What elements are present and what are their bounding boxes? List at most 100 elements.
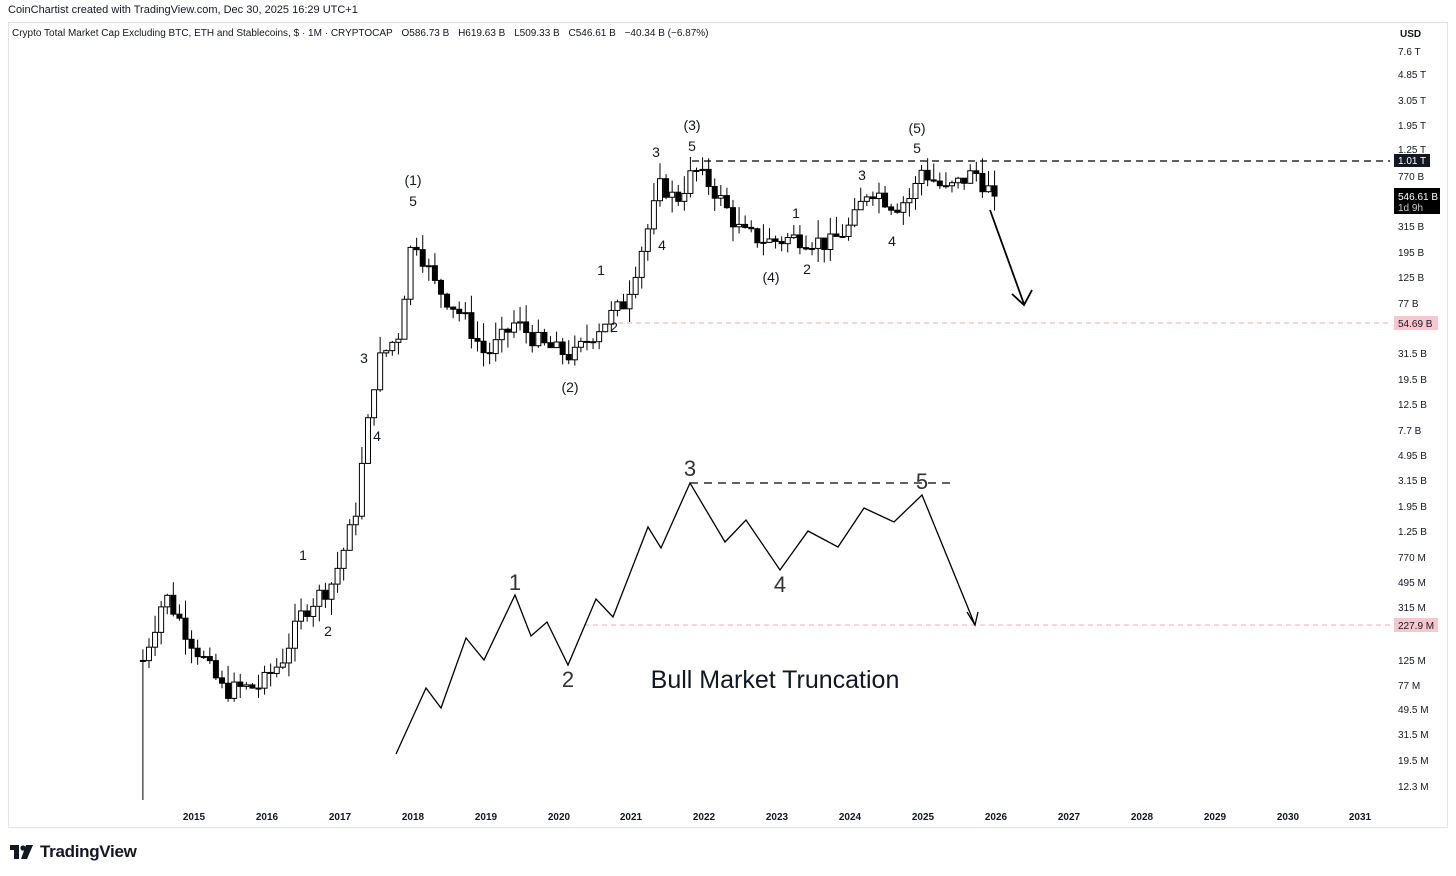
candle-body-up: [200, 656, 207, 659]
candle-body-down: [839, 235, 846, 238]
candle-body-down: [942, 185, 949, 188]
candle-body-down: [450, 306, 457, 310]
time-tick-label: 2024: [839, 812, 862, 823]
candle-body-down: [176, 613, 183, 619]
target-badge-lower-label: 227.9 M: [1398, 621, 1434, 632]
projection-arrow: [989, 209, 1025, 305]
candle: [456, 301, 463, 322]
price-tick-label: 3.15 B: [1398, 476, 1427, 487]
candle: [304, 604, 311, 622]
candle-body-down: [444, 293, 451, 308]
wave-label: 3: [652, 144, 660, 160]
candle: [243, 681, 250, 690]
time-tick-label: 2019: [475, 812, 498, 823]
candle: [669, 180, 676, 213]
candle-body-down: [729, 207, 736, 228]
candle-body-down: [675, 191, 682, 202]
candle-body-down: [206, 656, 213, 662]
candle-body-up: [809, 247, 816, 250]
wave-label: 5: [688, 138, 696, 154]
candle-body-down: [547, 342, 554, 349]
candle: [900, 196, 907, 225]
schematic-label: 4: [774, 572, 786, 597]
candle: [882, 185, 889, 209]
price-tick-label: 49.5 M: [1398, 705, 1429, 716]
candle: [152, 615, 159, 656]
tradingview-logo[interactable]: TradingView: [10, 842, 137, 862]
candle: [218, 670, 225, 689]
candle-body-up: [383, 350, 390, 354]
candle-body-up: [596, 331, 603, 343]
candle: [894, 203, 901, 214]
candle: [371, 389, 378, 426]
candle-body-down: [194, 647, 201, 658]
time-tick-label: 2016: [256, 812, 279, 823]
resistance-badge-label: 1.01 T: [1398, 156, 1426, 167]
tradingview-icon: [10, 845, 33, 859]
price-tick-label: 4.95 B: [1398, 451, 1427, 462]
currency-label[interactable]: USD: [1400, 29, 1422, 40]
candle: [748, 220, 755, 233]
candle: [596, 323, 603, 350]
candle: [973, 161, 980, 182]
candle: [590, 338, 597, 349]
candle: [936, 172, 943, 189]
candle: [395, 333, 402, 355]
candle-body-down: [212, 660, 219, 679]
candle: [291, 603, 298, 662]
candle: [444, 292, 451, 310]
symbol-name[interactable]: Crypto Total Market Cap Excluding BTC, E…: [12, 28, 393, 39]
candle-body-up: [298, 610, 305, 622]
candle-body-up: [875, 192, 882, 200]
candle-body-down: [486, 352, 493, 355]
time-tick-label: 2028: [1131, 812, 1154, 823]
time-tick-label: 2023: [766, 812, 789, 823]
wave-label: (3): [683, 117, 700, 133]
candle: [875, 182, 882, 214]
candle: [729, 199, 736, 242]
price-tick-label: 1.95 B: [1398, 502, 1427, 513]
candle: [638, 246, 645, 289]
candle-body-down: [182, 617, 189, 640]
candle-body-down: [255, 687, 262, 690]
candle-body-up: [827, 233, 834, 251]
wave-label: 1: [299, 547, 307, 563]
candle: [352, 502, 359, 536]
candle: [699, 157, 706, 176]
time-tick-label: 2018: [402, 812, 425, 823]
candle: [176, 604, 183, 621]
time-tick-label: 2027: [1058, 812, 1081, 823]
candle-body-up: [243, 684, 250, 687]
candle-body-up: [164, 594, 171, 608]
candle: [626, 280, 633, 322]
candle-body-up: [316, 589, 323, 607]
wave-label: (1): [404, 172, 421, 188]
target-badge-upper-label: 54.69 B: [1398, 319, 1433, 330]
candle: [620, 293, 627, 310]
candle: [675, 184, 682, 206]
candle: [261, 665, 268, 695]
candle-body-up: [395, 338, 402, 343]
candle: [480, 323, 487, 367]
wave-label: 2: [803, 261, 811, 277]
credit-line: CoinChartist created with TradingView.co…: [8, 4, 358, 16]
target-badge-lower-bg: [1394, 618, 1438, 632]
candle: [961, 177, 968, 190]
time-tick-label: 2026: [985, 812, 1008, 823]
candle-body-up: [857, 200, 864, 211]
candle-body-up: [334, 567, 341, 585]
price-tick-label: 1.95 T: [1398, 121, 1426, 132]
candle: [419, 235, 426, 273]
target-badge-upper: 54.69 B: [1394, 316, 1438, 330]
time-tick-label: 2029: [1204, 812, 1227, 823]
candle: [742, 215, 749, 229]
candle: [510, 310, 517, 338]
candle-body-up: [948, 182, 955, 187]
candle-body-up: [693, 169, 700, 172]
wave-label: 4: [658, 237, 666, 253]
candle: [869, 191, 876, 206]
candle: [523, 305, 530, 344]
candle: [650, 182, 657, 235]
schematic-title: Bull Market Truncation: [651, 666, 900, 694]
